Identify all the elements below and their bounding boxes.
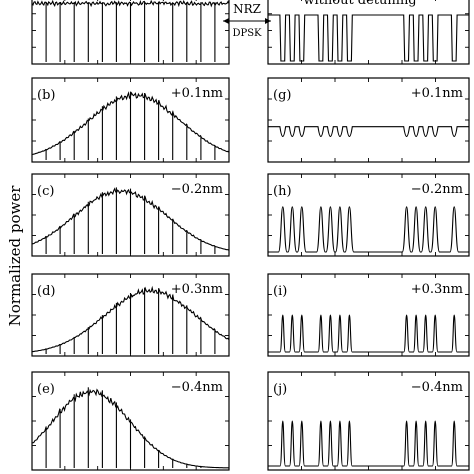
right-panel-1 bbox=[267, 77, 470, 163]
panel-f-title: without detuning bbox=[303, 0, 416, 8]
panel-frame bbox=[267, 173, 470, 257]
detune-label: +0.1nm bbox=[411, 86, 463, 101]
y-axis-label: Normalized power bbox=[6, 185, 24, 327]
detune-label: +0.1nm bbox=[171, 86, 223, 101]
right-panel-1-ticks bbox=[268, 78, 469, 162]
waveform-trace bbox=[268, 420, 469, 467]
detune-label: −0.2nm bbox=[411, 182, 463, 197]
panel-label: (e) bbox=[37, 382, 55, 397]
waveform-trace bbox=[268, 14, 469, 62]
panel-traces bbox=[31, 0, 469, 469]
panel-label: (c) bbox=[37, 184, 54, 199]
right-panel-2 bbox=[267, 173, 470, 257]
left-panel-1-ticks bbox=[32, 78, 229, 162]
panel-label: (j) bbox=[273, 382, 287, 397]
waveform-trace bbox=[268, 206, 469, 253]
left-panel-4-ticks bbox=[32, 372, 229, 470]
panel-label: (h) bbox=[273, 184, 292, 199]
panel-label: (i) bbox=[273, 284, 287, 299]
panel-label: (b) bbox=[37, 88, 55, 103]
left-panel-3-ticks bbox=[32, 274, 229, 356]
panel-frame bbox=[267, 77, 470, 163]
panel-frame bbox=[267, 0, 470, 65]
right-panel-0 bbox=[267, 0, 470, 65]
right-panel-4-ticks bbox=[268, 372, 469, 470]
panel-label: (d) bbox=[37, 284, 55, 299]
nrz-dpsk-arrow: NRZ DPSK bbox=[223, 2, 271, 39]
detune-label: +0.3nm bbox=[411, 282, 463, 297]
panel-frames bbox=[31, 0, 470, 471]
left-panel-0-ticks bbox=[32, 0, 229, 64]
right-panel-3-ticks bbox=[268, 274, 469, 356]
detune-label: −0.4nm bbox=[171, 380, 223, 395]
panel-label: (g) bbox=[273, 88, 291, 103]
right-panel-2-ticks bbox=[268, 174, 469, 256]
waveform-trace bbox=[268, 126, 469, 138]
panel-labels: (b) +0.1nm (c) −0.2nm (d) +0.3nm (e) −0.4nm (g) +… bbox=[37, 86, 463, 397]
detune-label: −0.4nm bbox=[411, 380, 463, 395]
dpsk-label: DPSK bbox=[232, 28, 262, 39]
nrz-label: NRZ bbox=[233, 2, 261, 16]
detune-label: +0.3nm bbox=[171, 282, 223, 297]
waveform-trace bbox=[268, 314, 469, 353]
right-panel-0-ticks bbox=[268, 0, 469, 64]
detune-label: −0.2nm bbox=[171, 182, 223, 197]
